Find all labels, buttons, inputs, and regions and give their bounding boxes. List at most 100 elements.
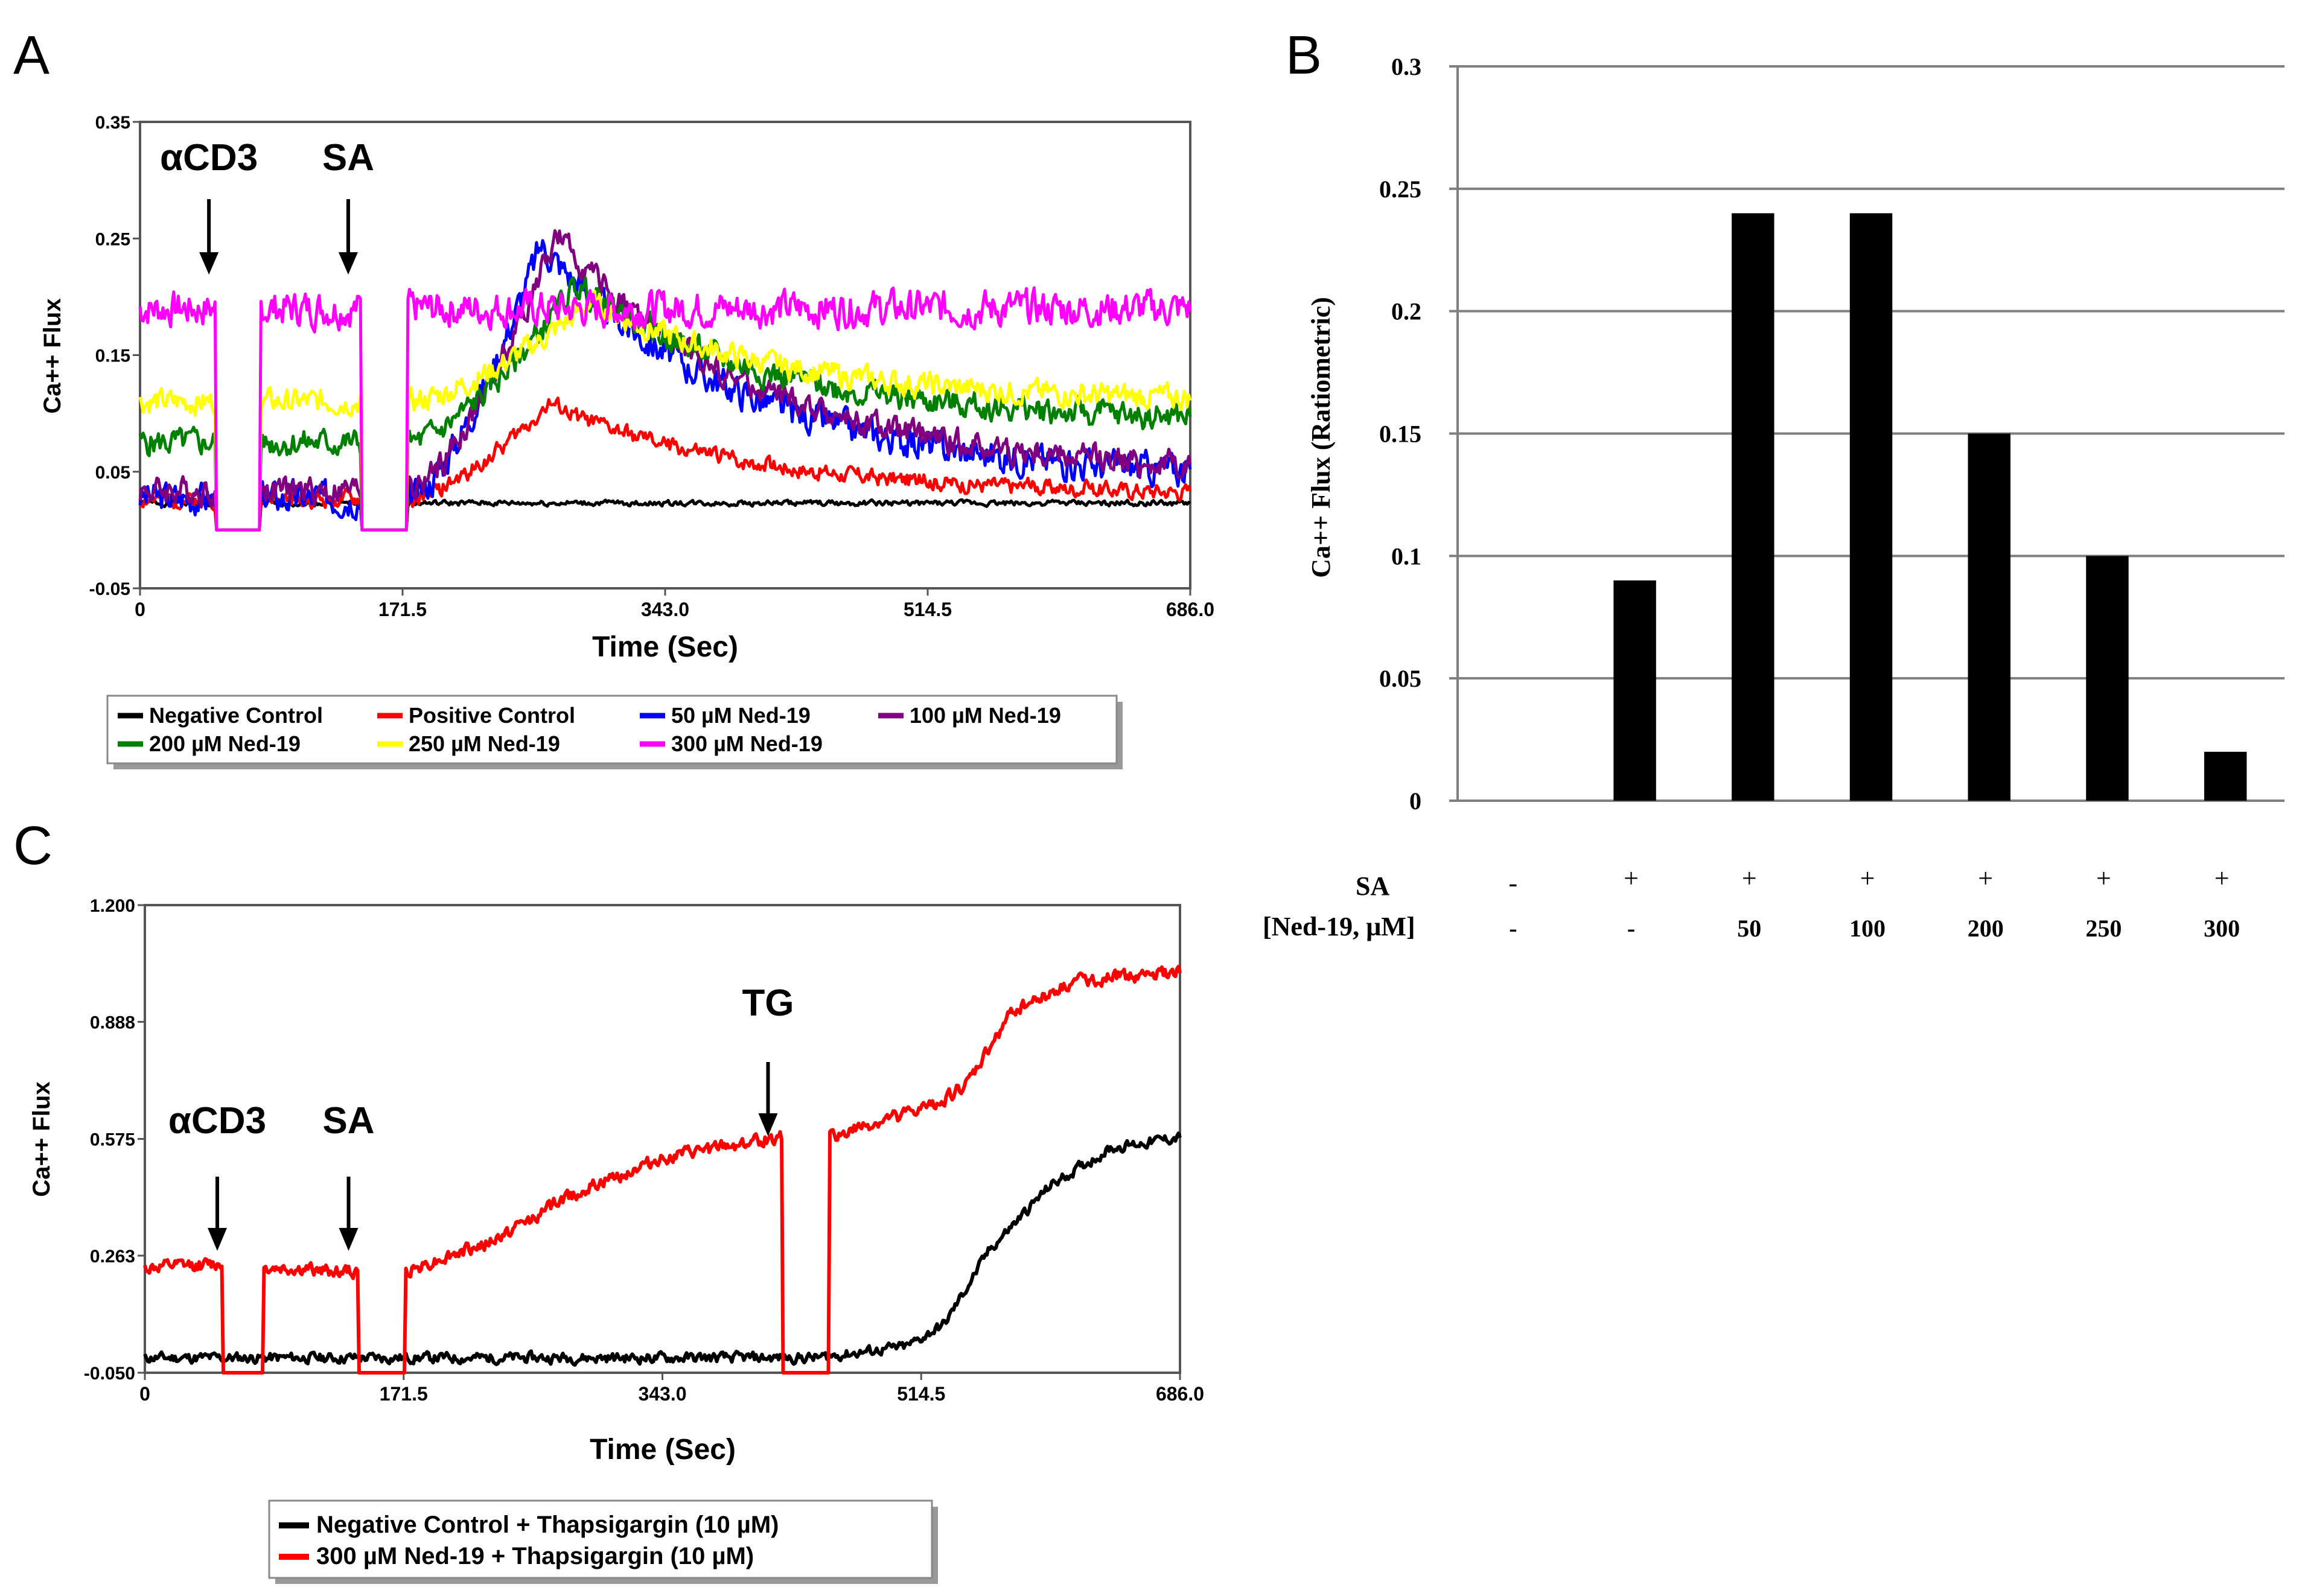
panel-b-y-tick-label: 0 <box>1409 787 1421 815</box>
panel-c-arrow-head-icon <box>208 1228 227 1251</box>
panel-b-bar <box>2086 556 2129 801</box>
panel-b-y-tick-label: 0.25 <box>1379 176 1421 203</box>
panel-a-y-tick-label: 0.25 <box>95 229 130 249</box>
panel-c-legend-label: Negative Control + Thapsigargin (10 µM) <box>316 1512 779 1538</box>
panel-a-legend: Negative Control Positive Control 50 µM Ne… <box>106 695 1123 769</box>
panel-b-y-tick-label: 0.3 <box>1391 53 1421 80</box>
panel-c-y-tick-label: -0.050 <box>84 1364 135 1384</box>
panel-c-annotation-label: SA <box>322 1100 374 1142</box>
panel-a-annotations: αCD3 SA <box>160 137 374 275</box>
panel-a-y-tick-label: 0.15 <box>95 346 130 366</box>
panel-a-legend-label: Positive Control <box>409 703 575 728</box>
panel-c-annotation-label: αCD3 <box>168 1100 266 1142</box>
panel-b-sa-cell: - <box>1509 868 1518 898</box>
panel-c-x-tick-label: 686.0 <box>1156 1383 1204 1405</box>
panel-a-x-axis-title: Time (Sec) <box>592 631 738 663</box>
panel-c-label: C <box>13 816 53 876</box>
panel-a-series-line <box>138 290 1192 532</box>
panel-b-sa-cell: + <box>1742 863 1757 893</box>
panel-b-sa-cell: + <box>2215 863 2230 893</box>
panel-c-y-tick-label: 0.263 <box>90 1247 135 1267</box>
panel-a-x-tick-label: 171.5 <box>378 599 427 620</box>
panel-a-x-tick-label: 514.5 <box>904 599 952 620</box>
panel-b-y-tick-label: 0.15 <box>1379 421 1421 448</box>
panel-c-arrow-head-icon <box>339 1228 359 1251</box>
panel-a-arrow-head-icon <box>199 252 219 275</box>
panel-c-x-tick-label: 514.5 <box>897 1383 945 1405</box>
panel-b-ned19-cell: 250 <box>2085 915 2122 942</box>
panel-a-plot-frame <box>139 121 1191 590</box>
panel-c-plot-frame <box>144 904 1181 1374</box>
panel-a-legend-label: 100 µM Ned-19 <box>910 703 1061 728</box>
panel-c-legend-label: 300 µM Ned-19 + Thapsigargin (10 µM) <box>316 1543 754 1569</box>
panel-a-y-tick-label: 0.35 <box>95 113 130 133</box>
panel-a-series-line <box>138 276 1192 532</box>
panel-b-row-label-ned19: [Ned-19, µM] <box>1263 912 1415 941</box>
panel-c-y-tick-label: 1.200 <box>90 896 135 916</box>
panel-a-x-tick-label: 343.0 <box>641 599 689 620</box>
panel-b-bar-chart: B 0 0.05 0.1 0.15 0.2 0.25 0.3 Ca++ Flux (Rati… <box>1263 25 2285 942</box>
panel-c-arrow-head-icon <box>758 1113 778 1136</box>
panel-c-series-lines <box>143 964 1182 1375</box>
panel-c-series-line <box>143 964 1182 1375</box>
panel-a-y-tick-label: 0.05 <box>95 463 130 483</box>
panel-c-y-axis: -0.050 0.263 0.575 0.888 1.200 <box>84 896 145 1384</box>
panel-b-label: B <box>1286 25 1322 86</box>
panel-b-ned19-cell: 200 <box>1968 915 2004 942</box>
panel-b-y-tick-label: 0.2 <box>1391 298 1421 325</box>
panel-a-x-tick-label: 0 <box>135 599 145 620</box>
panel-a-x-tick-label: 686.0 <box>1166 599 1214 620</box>
panel-c-y-tick-label: 0.888 <box>90 1013 135 1032</box>
panel-a-arrow-head-icon <box>338 252 358 275</box>
panel-a-legend-label: 250 µM Ned-19 <box>409 731 560 756</box>
panel-a-label: A <box>13 25 49 86</box>
panel-b-bar <box>1613 580 1656 801</box>
panel-c-x-axis-title: Time (Sec) <box>590 1434 736 1466</box>
panel-c-annotation-label: TG <box>742 982 794 1024</box>
panel-b-row-label-sa: SA <box>1356 871 1389 901</box>
panel-a-series-lines <box>138 229 1192 532</box>
panel-a-annotation-label: αCD3 <box>160 137 258 179</box>
panel-b-ned19-cell: 50 <box>1737 915 1761 942</box>
panel-c-series-line <box>143 1131 1182 1367</box>
panel-a-legend-label: Negative Control <box>149 703 323 728</box>
panel-b-bar <box>1968 433 2010 801</box>
panel-a-y-tick-label: -0.05 <box>89 579 130 599</box>
panel-b-sa-cell: + <box>2096 863 2111 893</box>
panel-b-y-axis: 0 0.05 0.1 0.15 0.2 0.25 0.3 <box>1379 53 1459 815</box>
panel-a-legend-label: 300 µM Ned-19 <box>671 731 823 756</box>
panel-b-ned19-cell: - <box>1627 915 1635 942</box>
panel-b-bars <box>1613 213 2247 801</box>
panel-a-x-axis: 0 171.5 343.0 514.5 686.0 <box>135 588 1214 620</box>
panel-c-annotations: αCD3 SA TG <box>168 982 794 1251</box>
panel-c-x-tick-label: 343.0 <box>638 1383 686 1405</box>
panel-b-ned19-cell: 300 <box>2204 915 2240 942</box>
panel-b-bar <box>1849 213 1893 801</box>
panel-c-x-axis: 0 171.5 343.0 514.5 686.0 <box>139 1373 1204 1405</box>
panel-b-sa-cell: + <box>1978 863 1993 893</box>
panel-c-line-chart: C -0.050 0.263 0.575 0.888 1.200 0 171.5 343.0… <box>13 816 1204 1584</box>
panel-a-annotation-label: SA <box>322 137 374 179</box>
panel-b-bar <box>1732 213 1774 801</box>
panel-b-ned19-cell: - <box>1509 915 1517 942</box>
panel-c-y-axis-title: Ca++ Flux <box>28 1081 55 1197</box>
panel-a-line-chart: A -0.05 0.05 0.15 0.25 0.35 0 171.5 343.0 514.5… <box>13 25 1214 769</box>
panel-c-x-tick-label: 171.5 <box>380 1383 428 1405</box>
panel-c-legend: Negative Control + Thapsigargin (10 µM) 3… <box>268 1499 938 1584</box>
panel-a-y-axis: -0.05 0.05 0.15 0.25 0.35 <box>89 113 140 599</box>
panel-b-sa-cell: + <box>1624 863 1639 893</box>
panel-c-y-tick-label: 0.575 <box>90 1130 135 1150</box>
panel-b-ned19-cell: 100 <box>1849 915 1886 942</box>
panel-a-series-line <box>138 286 1192 532</box>
panel-b-bar <box>2204 751 2247 801</box>
panel-b-y-tick-label: 0.1 <box>1391 542 1421 570</box>
panel-a-y-axis-title: Ca++ Flux <box>39 298 66 413</box>
panel-b-y-axis-title: Ca++ Flux (Ratiometric) <box>1306 297 1336 578</box>
panel-a-legend-label: 50 µM Ned-19 <box>671 703 811 728</box>
panel-a-legend-label: 200 µM Ned-19 <box>149 731 301 756</box>
panel-c-x-tick-label: 0 <box>139 1383 150 1405</box>
panel-b-condition-table: SA [Ned-19, µM] - + + + + + + - - 50 100 200 250 300 <box>1263 863 2240 942</box>
panel-b-sa-cell: + <box>1860 863 1875 893</box>
panel-b-y-tick-label: 0.05 <box>1379 665 1421 692</box>
